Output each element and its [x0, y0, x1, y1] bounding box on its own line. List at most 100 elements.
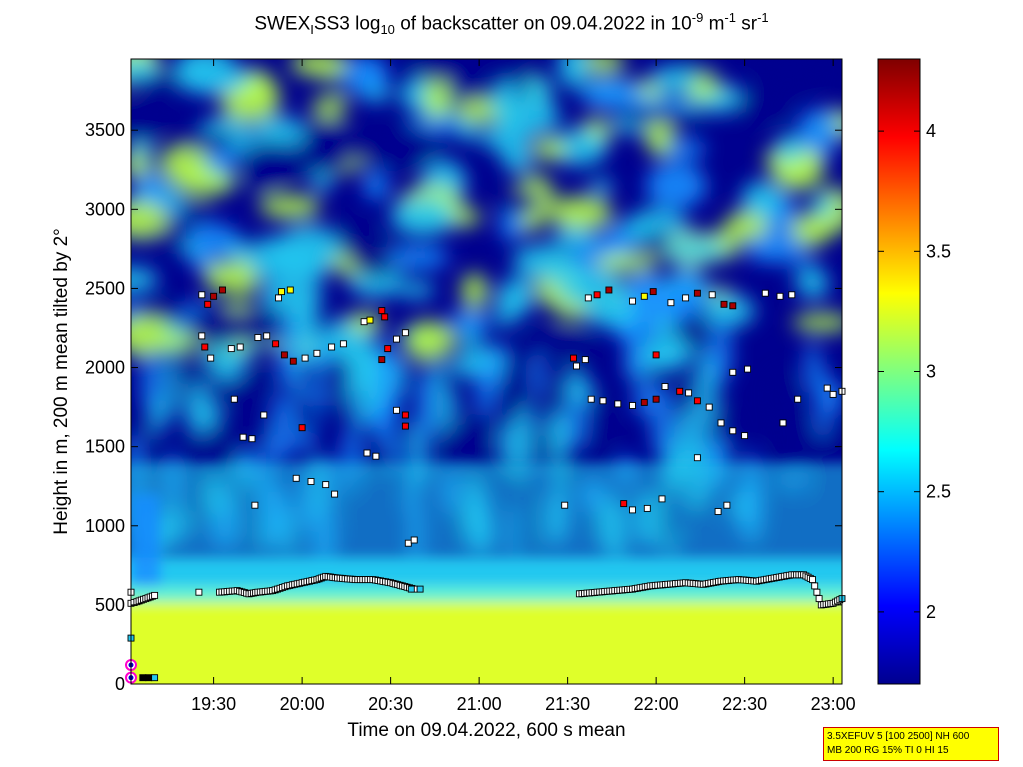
- cloud-marker: [280, 351, 288, 359]
- x-tick-label: 21:30: [545, 694, 590, 714]
- heatmap-blob: [557, 59, 590, 89]
- heatmap-streak: [222, 379, 251, 410]
- heatmap-blob: [650, 65, 697, 94]
- heatmap-streak: [449, 420, 476, 455]
- boundary-marker: [815, 595, 823, 603]
- cloud-marker: [275, 294, 282, 302]
- heatmap-surface-layer: [131, 601, 842, 684]
- cloud-marker: [640, 398, 648, 406]
- heatmap-blob: [332, 224, 375, 257]
- y-tick-label: 1000: [85, 516, 125, 536]
- x-tick-label: 20:00: [280, 694, 325, 714]
- y-tick-label: 0: [115, 674, 125, 694]
- cloud-marker: [614, 400, 622, 408]
- cloud-marker: [682, 294, 690, 302]
- cloud-marker: [230, 395, 238, 403]
- heatmap-blob: [179, 131, 237, 153]
- heatmap-blob: [734, 93, 792, 117]
- heatmap-blob: [559, 275, 627, 307]
- cloud-marker: [729, 302, 737, 310]
- heatmap-streak: [431, 364, 447, 441]
- cloud-marker: [210, 292, 218, 300]
- cloud-marker: [378, 356, 386, 364]
- cloud-marker: [561, 501, 569, 509]
- cloud-marker: [393, 335, 400, 343]
- cloud-marker: [366, 316, 374, 324]
- heatmap-streak: [624, 325, 644, 382]
- cloud-marker: [248, 435, 256, 443]
- heatmap-blob: [549, 196, 613, 230]
- heatmap-streak: [531, 351, 545, 400]
- heatmap-streak: [501, 362, 520, 427]
- heatmap-streak: [246, 367, 274, 399]
- y-tick-label: 3000: [85, 199, 125, 219]
- cloud-marker: [599, 397, 607, 405]
- cloud-marker: [286, 286, 294, 294]
- heatmap-blob: [204, 262, 234, 292]
- plot-frame: [130, 58, 843, 685]
- cloud-marker: [776, 292, 784, 300]
- heatmap-blob: [724, 210, 769, 241]
- cloud-marker: [729, 427, 737, 435]
- heatmap-blob: [131, 102, 163, 144]
- cloud-marker: [207, 354, 215, 362]
- heatmap-blob: [137, 170, 165, 195]
- cloud-marker: [227, 345, 235, 353]
- cloud-marker: [313, 349, 321, 357]
- heatmap-streak: [329, 360, 343, 420]
- cloud-marker: [381, 313, 389, 321]
- heatmap-blob: [162, 333, 197, 351]
- boundary-marker: [811, 582, 819, 590]
- cloud-marker: [393, 406, 400, 414]
- heatmap-blob: [424, 73, 450, 120]
- cloud-marker: [328, 343, 336, 351]
- heatmap-blob: [131, 315, 171, 356]
- cloud-marker: [717, 419, 725, 427]
- colorbar-tick-label: 3: [926, 362, 936, 382]
- heatmap-blob: [248, 237, 293, 282]
- cloud-marker: [278, 288, 285, 296]
- heatmap-blob: [741, 180, 783, 218]
- cloud-marker: [401, 411, 409, 419]
- y-tick-label: 3500: [85, 120, 125, 140]
- settings-info-box: 3.5XEFUV 5 [100 2500] NH 600 MB 200 RG 1…: [823, 727, 999, 761]
- cloud-marker: [629, 506, 636, 514]
- heatmap-streak: [802, 423, 821, 469]
- boundary-layer-markers: [127, 571, 846, 609]
- cloud-marker: [298, 424, 306, 432]
- cloud-marker: [729, 368, 737, 376]
- heatmap-blob: [447, 310, 493, 333]
- cloud-marker: [779, 419, 787, 427]
- heatmap-blob: [259, 142, 298, 181]
- heatmap-blob: [552, 226, 595, 249]
- heatmap-streak: [692, 361, 721, 431]
- colorbar-tick-label: 4: [926, 121, 936, 141]
- cloud-marker: [629, 297, 636, 305]
- heatmap-blob: [290, 59, 349, 77]
- heatmap-blob: [581, 299, 640, 327]
- heatmap-streak: [564, 373, 594, 409]
- cloud-marker: [620, 500, 628, 508]
- y-tick-label: 500: [95, 595, 125, 615]
- cloud-marker: [723, 501, 731, 509]
- cloud-marker: [661, 383, 669, 390]
- cloud-marker: [410, 536, 418, 544]
- cloud-marker: [584, 294, 592, 302]
- heatmap-streak: [572, 344, 585, 380]
- cloud-marker: [693, 454, 701, 462]
- ground-marker: [139, 674, 147, 682]
- heatmap-blob: [594, 253, 658, 272]
- cloud-marker: [372, 452, 380, 460]
- y-axis: 0 500 1000 1500 2000 2500 3000 3500: [85, 120, 842, 694]
- heatmap-lower-layers: [131, 462, 842, 684]
- heatmap-streak: [633, 379, 659, 417]
- heatmap-early-band: [131, 494, 161, 586]
- cloud-marker: [272, 340, 280, 348]
- heatmap-blob: [295, 141, 355, 176]
- cloud-marker: [720, 300, 728, 308]
- heatmap-blob: [588, 178, 614, 195]
- cloud-marker: [761, 289, 769, 297]
- boundary-marker: [195, 588, 203, 596]
- colorbar: [877, 58, 921, 685]
- heatmap-streak: [497, 415, 523, 471]
